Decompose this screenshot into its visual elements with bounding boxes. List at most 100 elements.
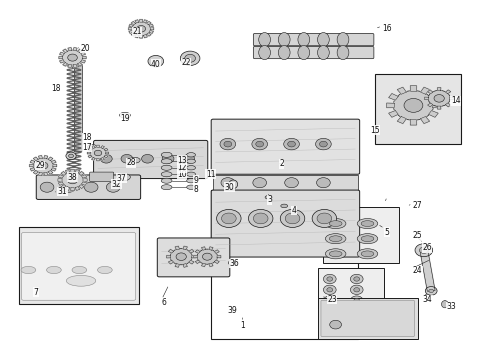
Polygon shape — [39, 156, 43, 159]
Polygon shape — [104, 155, 108, 158]
Polygon shape — [196, 260, 200, 264]
Circle shape — [434, 95, 444, 102]
Ellipse shape — [161, 152, 172, 157]
Ellipse shape — [357, 234, 378, 244]
Polygon shape — [135, 35, 139, 38]
Text: 33: 33 — [447, 302, 457, 311]
Circle shape — [404, 99, 423, 112]
Polygon shape — [397, 87, 406, 94]
Circle shape — [69, 154, 74, 158]
Circle shape — [131, 22, 151, 36]
Circle shape — [252, 138, 268, 150]
Text: 34: 34 — [422, 295, 432, 304]
Text: 36: 36 — [229, 259, 239, 268]
Circle shape — [285, 213, 300, 224]
Ellipse shape — [161, 185, 172, 190]
Bar — [19, 227, 139, 304]
Ellipse shape — [298, 32, 310, 47]
Polygon shape — [135, 20, 139, 23]
Circle shape — [142, 154, 153, 163]
Circle shape — [202, 253, 212, 260]
Circle shape — [94, 150, 102, 156]
Ellipse shape — [259, 32, 270, 47]
Circle shape — [68, 176, 78, 184]
FancyBboxPatch shape — [253, 33, 374, 46]
Polygon shape — [128, 28, 132, 30]
Polygon shape — [175, 264, 179, 267]
Ellipse shape — [129, 157, 140, 163]
Polygon shape — [189, 249, 194, 253]
Circle shape — [253, 213, 268, 224]
Ellipse shape — [329, 236, 342, 242]
Polygon shape — [48, 171, 53, 174]
Polygon shape — [150, 28, 154, 30]
Circle shape — [429, 289, 434, 293]
Polygon shape — [97, 145, 99, 147]
Polygon shape — [79, 171, 84, 175]
Ellipse shape — [298, 45, 310, 60]
Ellipse shape — [229, 180, 238, 189]
Circle shape — [84, 182, 98, 192]
Circle shape — [148, 55, 164, 67]
Polygon shape — [33, 171, 38, 174]
Polygon shape — [75, 186, 80, 190]
Polygon shape — [59, 57, 63, 59]
FancyBboxPatch shape — [94, 140, 208, 179]
Text: 15: 15 — [370, 126, 380, 135]
Text: 24: 24 — [413, 266, 422, 275]
Text: 17: 17 — [82, 143, 92, 152]
Ellipse shape — [228, 260, 237, 265]
Text: 6: 6 — [162, 298, 167, 307]
Polygon shape — [209, 247, 213, 250]
Polygon shape — [429, 94, 438, 100]
Ellipse shape — [21, 266, 36, 274]
Polygon shape — [149, 24, 153, 27]
Polygon shape — [147, 22, 151, 25]
Polygon shape — [420, 117, 430, 123]
Polygon shape — [420, 250, 435, 291]
Polygon shape — [167, 255, 171, 258]
Text: 29: 29 — [35, 161, 45, 170]
Polygon shape — [101, 157, 104, 160]
Polygon shape — [51, 168, 56, 171]
Ellipse shape — [259, 45, 270, 60]
Polygon shape — [58, 182, 64, 185]
Polygon shape — [428, 90, 433, 94]
Ellipse shape — [66, 275, 96, 286]
Polygon shape — [30, 160, 35, 163]
Ellipse shape — [87, 144, 97, 151]
Circle shape — [170, 248, 192, 265]
Polygon shape — [183, 264, 187, 267]
Polygon shape — [131, 22, 136, 25]
Circle shape — [62, 172, 83, 188]
Ellipse shape — [337, 32, 349, 47]
Polygon shape — [131, 33, 136, 36]
Text: 9: 9 — [194, 176, 198, 185]
Polygon shape — [65, 170, 70, 174]
Circle shape — [180, 51, 200, 66]
Polygon shape — [143, 20, 147, 23]
Polygon shape — [424, 97, 429, 100]
Polygon shape — [44, 172, 48, 176]
Ellipse shape — [265, 195, 272, 199]
Circle shape — [256, 141, 264, 147]
Circle shape — [317, 177, 330, 188]
Circle shape — [40, 182, 54, 192]
Bar — [318, 268, 384, 308]
Ellipse shape — [161, 178, 172, 183]
Polygon shape — [201, 247, 206, 250]
Polygon shape — [82, 57, 86, 59]
Polygon shape — [129, 24, 133, 27]
Polygon shape — [149, 30, 153, 33]
Polygon shape — [410, 120, 416, 125]
Polygon shape — [410, 86, 416, 91]
Circle shape — [162, 154, 174, 163]
Polygon shape — [101, 146, 104, 149]
Ellipse shape — [161, 172, 172, 177]
Text: 10: 10 — [177, 170, 187, 179]
Circle shape — [68, 54, 77, 61]
Text: 2: 2 — [279, 159, 284, 168]
Polygon shape — [201, 263, 206, 266]
Circle shape — [327, 277, 333, 281]
Text: 14: 14 — [451, 96, 461, 105]
